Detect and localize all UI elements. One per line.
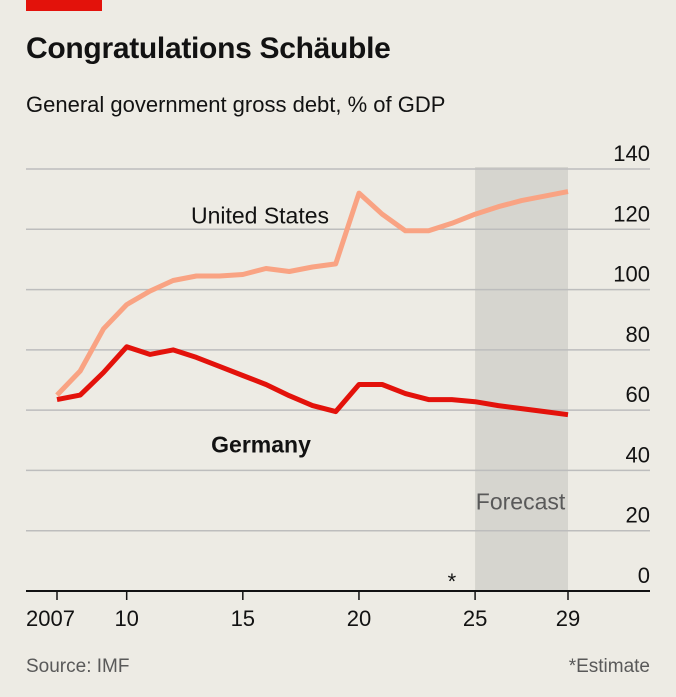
line-chart: 0 20 40 60 80 100 120 140 2007 10 15 20 25 29 United…	[26, 141, 650, 631]
accent-bar	[26, 0, 102, 11]
annotations: United States Germany Forecast *	[191, 202, 566, 594]
y-tick-label: 40	[626, 442, 650, 467]
series-label-united-states: United States	[191, 202, 329, 228]
x-tick-label: 29	[556, 606, 580, 631]
y-tick-label: 0	[638, 563, 650, 588]
series-line-germany	[56, 344, 569, 418]
forecast-band	[475, 167, 568, 591]
series-lines	[55, 189, 569, 418]
x-axis-tick-labels: 2007 10 15 20 25 29	[26, 591, 580, 631]
forecast-band-layer	[475, 167, 568, 591]
chart-title: Congratulations Schäuble	[26, 32, 391, 65]
estimate-footnote: *Estimate	[568, 656, 650, 677]
source-note: Source: IMF	[26, 656, 130, 677]
x-tick-label: 2007	[26, 606, 75, 631]
y-axis-tick-labels: 0 20 40 60 80 100 120 140	[613, 141, 650, 588]
y-tick-label: 120	[613, 201, 650, 226]
x-tick-label: 25	[463, 606, 487, 631]
series-line-united-states	[55, 189, 569, 397]
estimate-marker: *	[448, 569, 457, 594]
series-label-germany: Germany	[211, 431, 311, 457]
y-tick-label: 80	[626, 322, 650, 347]
y-tick-label: 100	[613, 262, 650, 287]
y-tick-label: 20	[626, 503, 650, 528]
x-tick-label: 10	[114, 606, 138, 631]
y-tick-label: 140	[613, 141, 650, 166]
y-tick-label: 60	[626, 382, 650, 407]
chart-subtitle: General government gross debt, % of GDP	[26, 92, 446, 117]
x-tick-label: 15	[231, 606, 255, 631]
x-tick-label: 20	[347, 606, 371, 631]
forecast-label: Forecast	[476, 489, 566, 515]
